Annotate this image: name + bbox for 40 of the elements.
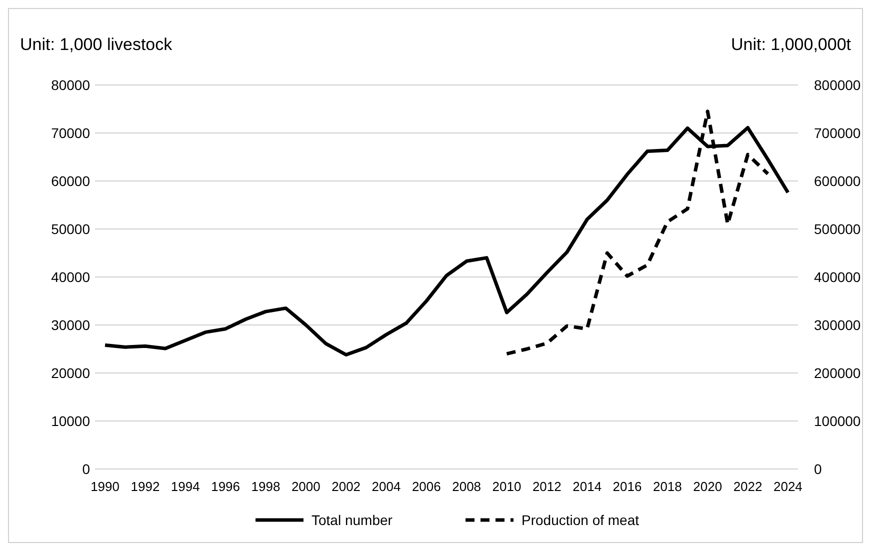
y2-tick-label: 0 — [814, 460, 822, 477]
x-tick-label: 1992 — [130, 479, 160, 494]
y2-tick-label: 800000 — [814, 76, 861, 93]
x-tick-label: 2022 — [733, 479, 762, 494]
y-tick-label: 40000 — [51, 268, 90, 285]
y2-tick-label: 100000 — [814, 412, 861, 429]
x-tick-label: 1994 — [170, 479, 200, 494]
x-tick-label: 2000 — [291, 479, 320, 494]
x-tick-label: 1996 — [211, 479, 240, 494]
y2-tick-label: 500000 — [814, 220, 861, 237]
x-tick-label: 2004 — [372, 479, 401, 494]
y2-tick-label: 700000 — [814, 124, 861, 141]
y-tick-label: 10000 — [51, 412, 90, 429]
y-tick-label: 70000 — [51, 124, 90, 141]
x-tick-label: 2010 — [492, 479, 522, 494]
y-axis-title: Unit: 1,000 livestock — [20, 35, 173, 54]
x-tick-label: 2016 — [612, 479, 642, 494]
x-tick-label: 2012 — [532, 479, 562, 494]
x-tick-label: 2006 — [412, 479, 441, 494]
y-tick-label: 0 — [82, 460, 90, 477]
y2-tick-label: 600000 — [814, 172, 861, 189]
x-tick-label: 2014 — [572, 479, 602, 494]
x-tick-label: 2018 — [652, 479, 682, 494]
y-tick-label: 30000 — [51, 316, 90, 333]
y-tick-label: 80000 — [51, 76, 90, 93]
y2-tick-label: 400000 — [814, 268, 861, 285]
legend-label: Production of meat — [522, 512, 640, 528]
x-tick-label: 2020 — [693, 479, 722, 494]
y2-tick-label: 300000 — [814, 316, 861, 333]
y-tick-label: 20000 — [51, 364, 90, 381]
y2-axis-title: Unit: 1,000,000t — [730, 35, 852, 54]
x-tick-label: 1990 — [90, 479, 120, 494]
x-tick-label: 2008 — [452, 479, 482, 494]
x-tick-label: 2002 — [332, 479, 361, 494]
x-tick-label: 2024 — [773, 479, 802, 494]
y2-tick-label: 200000 — [814, 364, 861, 381]
y-tick-label: 60000 — [51, 172, 90, 189]
legend-label: Total number — [312, 512, 393, 528]
y-tick-label: 50000 — [51, 220, 90, 237]
x-tick-label: 1998 — [251, 479, 280, 494]
